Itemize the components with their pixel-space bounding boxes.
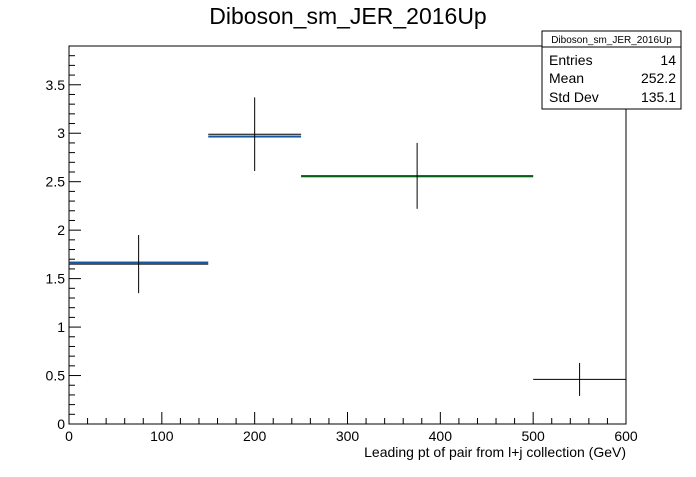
histogram-bins	[69, 97, 626, 396]
y-tick-label: 1	[57, 319, 65, 335]
stats-box: Diboson_sm_JER_2016Up Entries 14 Mean 25…	[541, 30, 682, 110]
stats-stddev-label: Std Dev	[549, 89, 599, 105]
chart-title: Diboson_sm_JER_2016Up	[209, 3, 486, 29]
x-axis-label: Leading pt of pair from l+j collection (…	[364, 444, 626, 460]
stats-mean-value: 252.2	[641, 70, 676, 86]
y-tick-label: 0.5	[46, 368, 66, 384]
x-tick-label: 600	[614, 428, 638, 444]
x-tick-label: 400	[429, 428, 453, 444]
stats-box-frame	[541, 30, 682, 110]
y-tick-label: 3	[57, 125, 65, 141]
y-tick-label: 3.5	[46, 77, 66, 93]
x-tick-label: 100	[150, 428, 174, 444]
y-axis: 0 0.5 1 1.5 2 2.5 3 3.5	[46, 55, 81, 432]
x-tick-label: 0	[65, 428, 73, 444]
y-tick-label: 2	[57, 222, 65, 238]
stats-box-title: Diboson_sm_JER_2016Up	[551, 35, 672, 46]
y-tick-label: 2.5	[46, 174, 66, 190]
stats-entries-value: 14	[660, 52, 676, 68]
y-tick-label: 1.5	[46, 271, 66, 287]
stats-mean-label: Mean	[549, 70, 584, 86]
x-tick-label: 300	[336, 428, 360, 444]
y-tick-label: 0	[57, 416, 65, 432]
stats-stddev-value: 135.1	[641, 89, 676, 105]
x-axis: 0 100 200 300 400 500 600	[65, 412, 638, 444]
x-tick-label: 500	[521, 428, 545, 444]
stats-entries-label: Entries	[549, 52, 593, 68]
x-tick-label: 200	[243, 428, 267, 444]
